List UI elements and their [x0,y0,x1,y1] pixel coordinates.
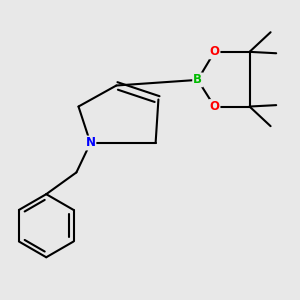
Text: O: O [209,100,220,113]
Text: O: O [209,45,220,58]
Text: N: N [85,136,95,149]
Text: B: B [193,74,202,86]
